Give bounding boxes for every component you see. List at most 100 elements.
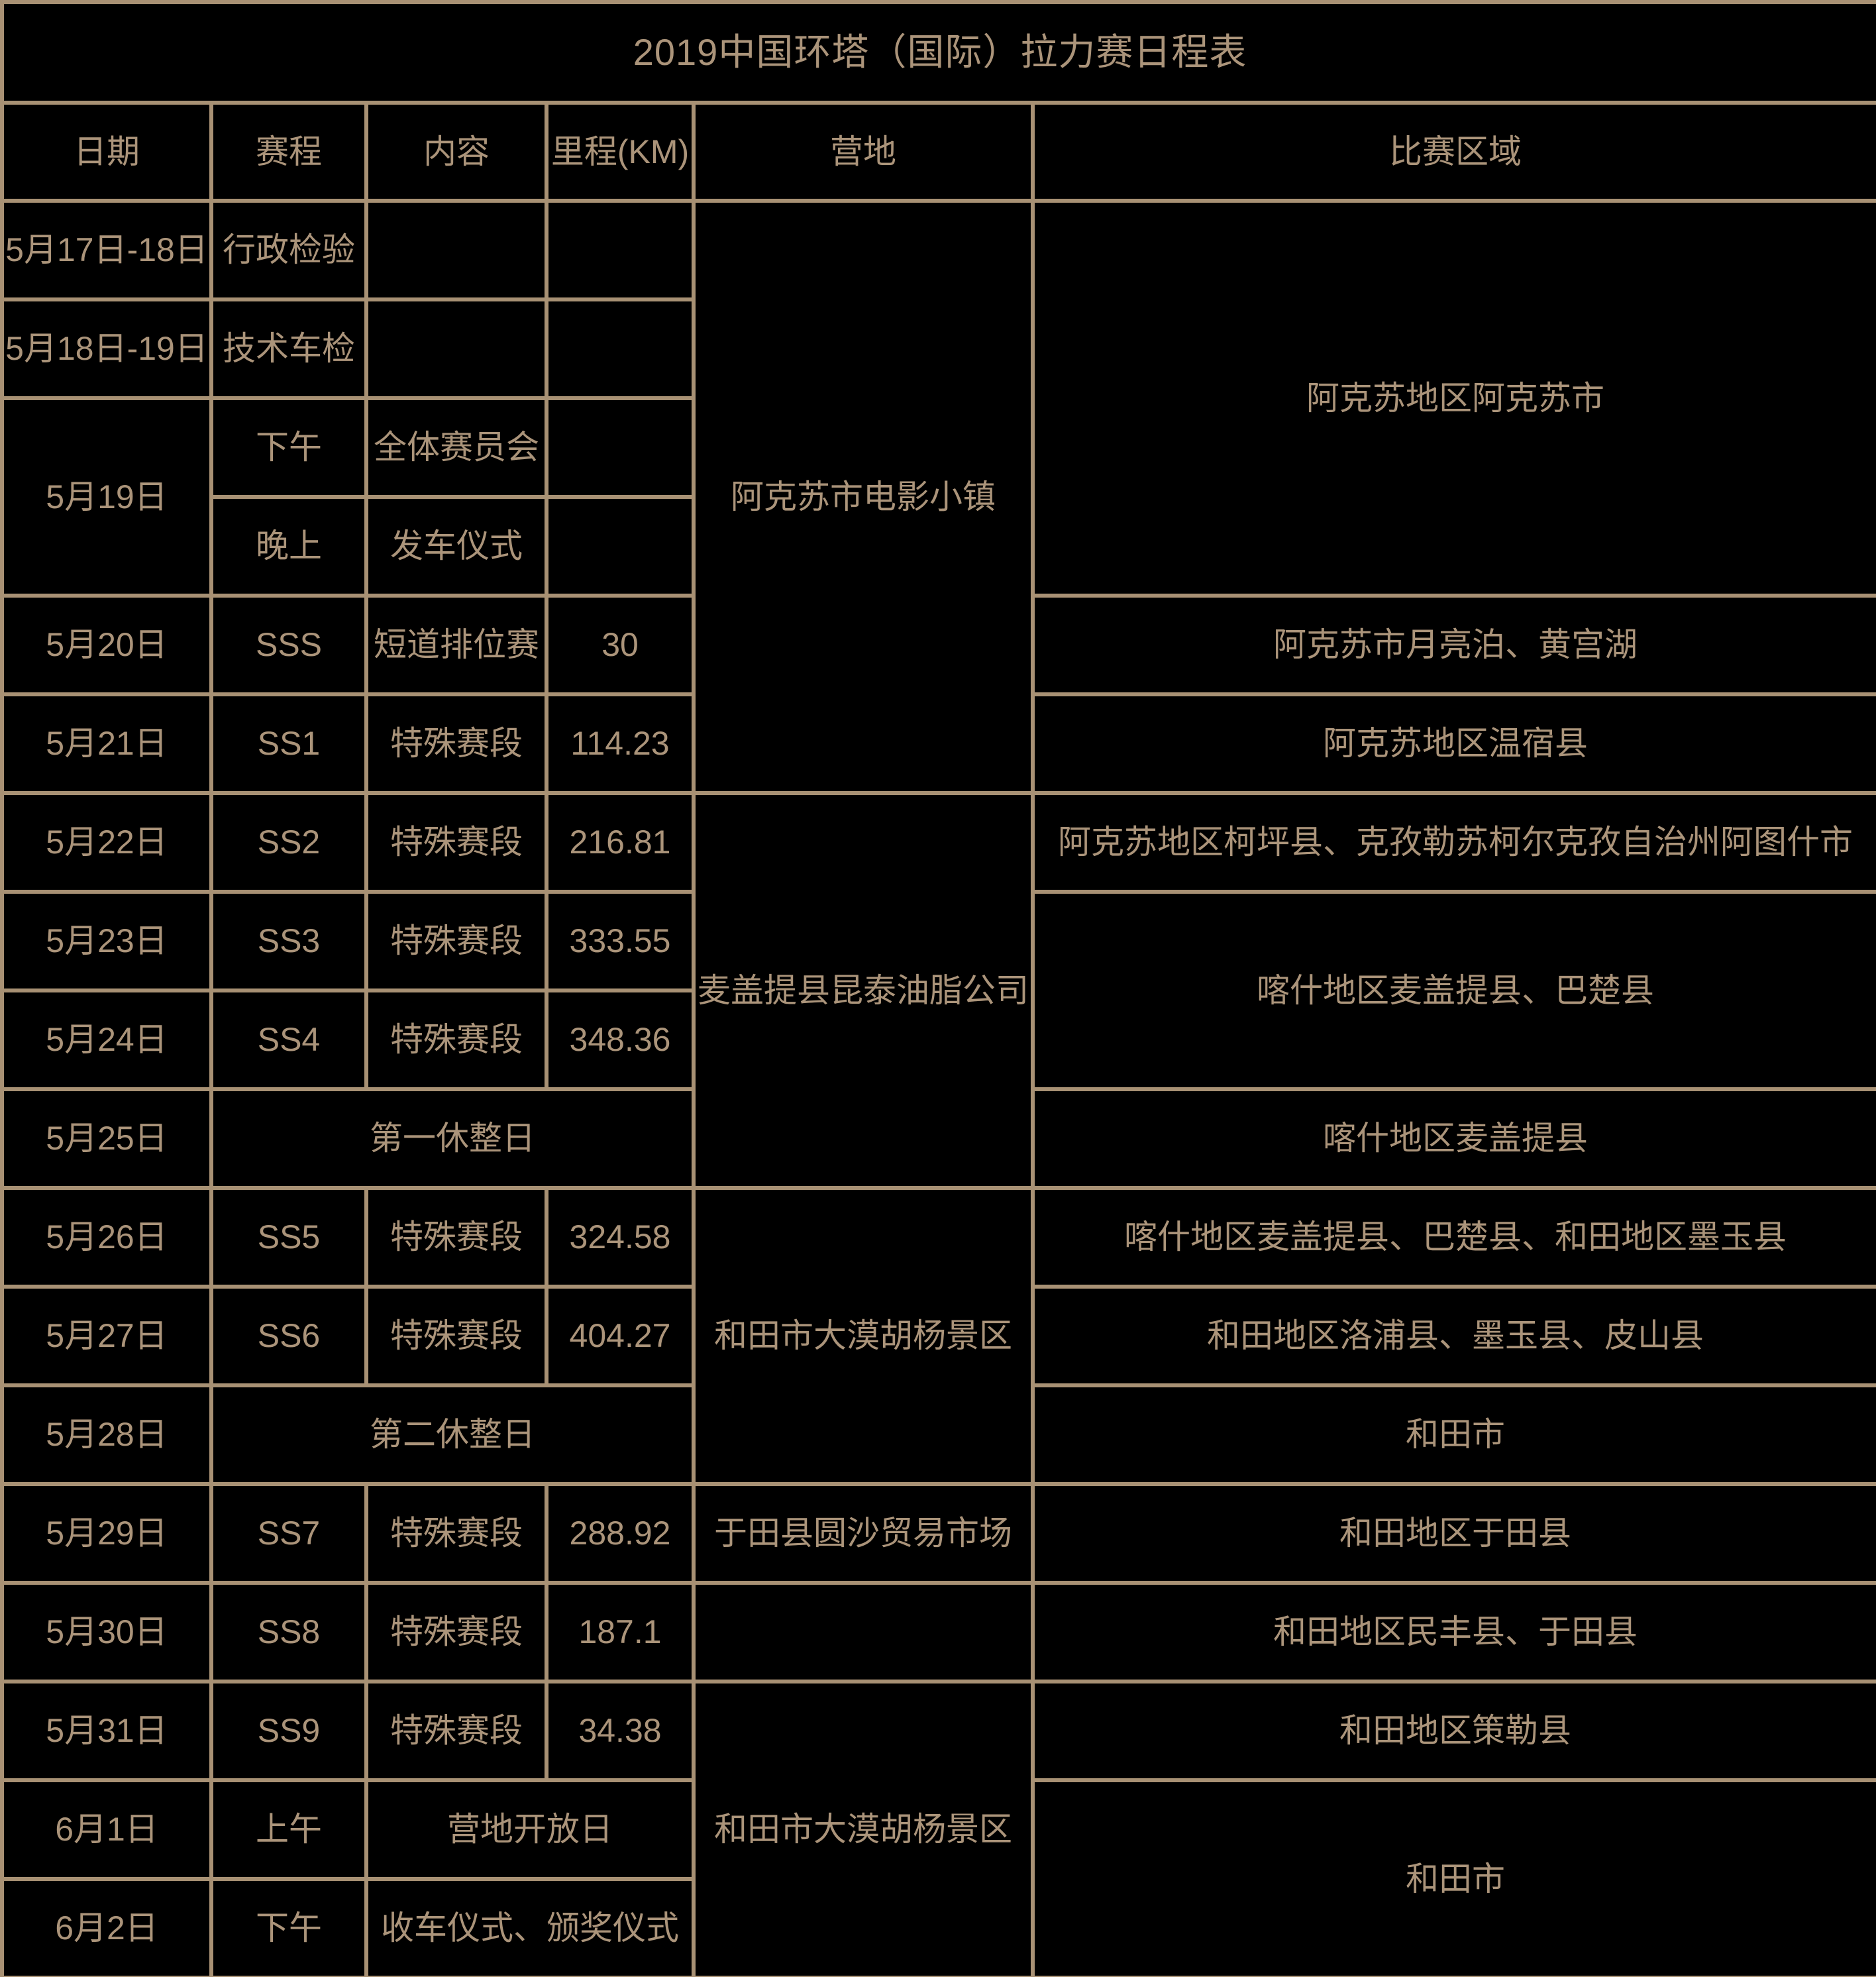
stage-cell: 下午	[209, 396, 368, 499]
table-row: 5月19日 下午 全体赛员会	[0, 396, 1876, 598]
table-row: 5月25日 第一休整日 喀什地区麦盖提县	[0, 1087, 1876, 1190]
page-title: 2019中国环塔（国际）拉力赛日程表	[0, 0, 1876, 105]
date-cell: 5月24日	[0, 988, 213, 1091]
mileage-cell: 324.58	[545, 1186, 696, 1289]
area-cell: 阿克苏地区温宿县	[1030, 692, 1876, 795]
area-cell: 喀什地区麦盖提县	[1030, 1087, 1876, 1190]
content-cell: 特殊赛段	[364, 988, 548, 1091]
table-row: 5月28日 第二休整日 和田市	[0, 1383, 1876, 1486]
mileage-cell: 348.36	[545, 988, 696, 1091]
mileage-cell: 288.92	[545, 1482, 696, 1585]
stage-cell: SSS	[209, 594, 368, 696]
date-cell: 5月21日	[0, 692, 213, 795]
date-cell: 5月28日	[0, 1383, 213, 1486]
stage-cell: SS7	[209, 1482, 368, 1585]
table-row: 5月17日-18日 行政检验 阿克苏市电影小镇 阿克苏地区阿克苏市	[0, 199, 1876, 795]
date-cell: 5月31日	[0, 1680, 213, 1782]
table-row: 6月2日 下午 收车仪式、颁奖仪式	[0, 1877, 1876, 1977]
area-cell: 阿克苏地区柯坪县、克孜勒苏柯尔克孜自治州阿图什市	[1030, 791, 1876, 894]
content-cell: 特殊赛段	[364, 791, 548, 894]
header-date: 日期	[0, 101, 213, 203]
ceremony-cell: 营地开放日	[364, 1778, 696, 1881]
content-cell	[364, 297, 548, 400]
mileage-cell	[545, 297, 696, 400]
table-row: 5月27日 SS6 特殊赛段 404.27 和田地区洛浦县、墨玉县、皮山县	[0, 1285, 1876, 1387]
mileage-cell: 114.23	[545, 692, 696, 795]
camp-cell: 麦盖提县昆泰油脂公司	[692, 791, 1035, 1190]
table-row: 5月18日-19日 技术车检	[0, 297, 1876, 400]
area-cell: 和田地区策勒县	[1030, 1680, 1876, 1782]
content-cell: 特殊赛段	[364, 1581, 548, 1683]
table-row: 5月24日 SS4 特殊赛段 348.36	[0, 988, 1876, 1091]
table-row: 5月29日 SS7 特殊赛段 288.92 于田县圆沙贸易市场 和田地区于田县	[0, 1482, 1876, 1585]
table-row: 5月26日 SS5 特殊赛段 324.58 和田市大漠胡杨景区 喀什地区麦盖提县…	[0, 1186, 1876, 1486]
area-cell: 和田地区洛浦县、墨玉县、皮山县	[1030, 1285, 1876, 1387]
area-cell: 和田市	[1030, 1383, 1876, 1486]
ceremony-cell: 收车仪式、颁奖仪式	[364, 1877, 696, 1977]
table-row: 5月21日 SS1 特殊赛段 114.23 阿克苏地区温宿县	[0, 692, 1876, 795]
header-area: 比赛区域	[1030, 101, 1876, 203]
stage-cell: SS8	[209, 1581, 368, 1683]
stage-cell: SS4	[209, 988, 368, 1091]
date-cell: 5月18日-19日	[0, 297, 213, 400]
content-cell: 短道排位赛	[364, 594, 548, 696]
mileage-cell: 216.81	[545, 791, 696, 894]
table-row: 5月22日 SS2 特殊赛段 216.81 麦盖提县昆泰油脂公司 阿克苏地区柯坪…	[0, 791, 1876, 1190]
date-cell: 5月23日	[0, 890, 213, 992]
date-cell: 5月19日	[0, 396, 213, 598]
camp-cell: 和田市大漠胡杨景区	[692, 1680, 1035, 1977]
date-cell: 5月20日	[0, 594, 213, 696]
date-cell: 5月17日-18日	[0, 199, 213, 301]
date-cell: 5月30日	[0, 1581, 213, 1683]
title-row: 2019中国环塔（国际）拉力赛日程表	[0, 0, 1876, 105]
camp-cell: 于田县圆沙贸易市场	[692, 1482, 1035, 1585]
date-cell: 5月27日	[0, 1285, 213, 1387]
camp-cell: 阿克苏市电影小镇	[692, 199, 1035, 795]
mileage-cell: 333.55	[545, 890, 696, 992]
mileage-cell	[545, 495, 696, 598]
date-cell: 6月1日	[0, 1778, 213, 1881]
mileage-cell: 404.27	[545, 1285, 696, 1387]
stage-cell: SS3	[209, 890, 368, 992]
table-row: 晚上 发车仪式	[2, 495, 1876, 598]
content-cell: 特殊赛段	[364, 1482, 548, 1585]
stage-cell: 晚上	[209, 495, 368, 598]
area-cell: 和田地区民丰县、于田县	[1030, 1581, 1876, 1683]
rest-day-cell: 第二休整日	[209, 1383, 696, 1486]
content-cell: 特殊赛段	[364, 692, 548, 795]
stage-cell: 上午	[209, 1778, 368, 1881]
area-cell: 喀什地区麦盖提县、巴楚县	[1030, 890, 1876, 1091]
area-cell: 喀什地区麦盖提县、巴楚县、和田地区墨玉县	[1030, 1186, 1876, 1289]
camp-cell	[692, 1581, 1035, 1683]
date-cell: 5月22日	[0, 791, 213, 894]
mileage-cell: 30	[545, 594, 696, 696]
area-cell: 和田市	[1030, 1778, 1876, 1977]
date-cell: 5月26日	[0, 1186, 213, 1289]
date-cell: 5月29日	[0, 1482, 213, 1585]
header-stage: 赛程	[209, 101, 368, 203]
mileage-cell: 34.38	[545, 1680, 696, 1782]
stage-cell: SS6	[209, 1285, 368, 1387]
content-cell: 特殊赛段	[364, 1680, 548, 1782]
content-cell: 特殊赛段	[364, 1186, 548, 1289]
stage-cell: 下午	[209, 1877, 368, 1977]
mileage-cell: 187.1	[545, 1581, 696, 1683]
header-content: 内容	[364, 101, 548, 203]
stage-cell: SS1	[209, 692, 368, 795]
date-cell: 6月2日	[0, 1877, 213, 1977]
area-cell: 阿克苏地区阿克苏市	[1030, 199, 1876, 598]
content-cell: 发车仪式	[364, 495, 548, 598]
stage-cell: SS5	[209, 1186, 368, 1289]
stage-cell: 行政检验	[209, 199, 368, 301]
mileage-cell	[545, 199, 696, 301]
header-camp: 营地	[692, 101, 1035, 203]
header-mileage: 里程(KM)	[545, 101, 696, 203]
content-cell: 全体赛员会	[364, 396, 548, 499]
stage-cell: 技术车检	[209, 297, 368, 400]
stage-cell: SS9	[209, 1680, 368, 1782]
table-row: 5月31日 SS9 特殊赛段 34.38 和田市大漠胡杨景区 和田地区策勒县	[0, 1680, 1876, 1977]
mileage-cell	[545, 396, 696, 499]
area-cell: 和田地区于田县	[1030, 1482, 1876, 1585]
